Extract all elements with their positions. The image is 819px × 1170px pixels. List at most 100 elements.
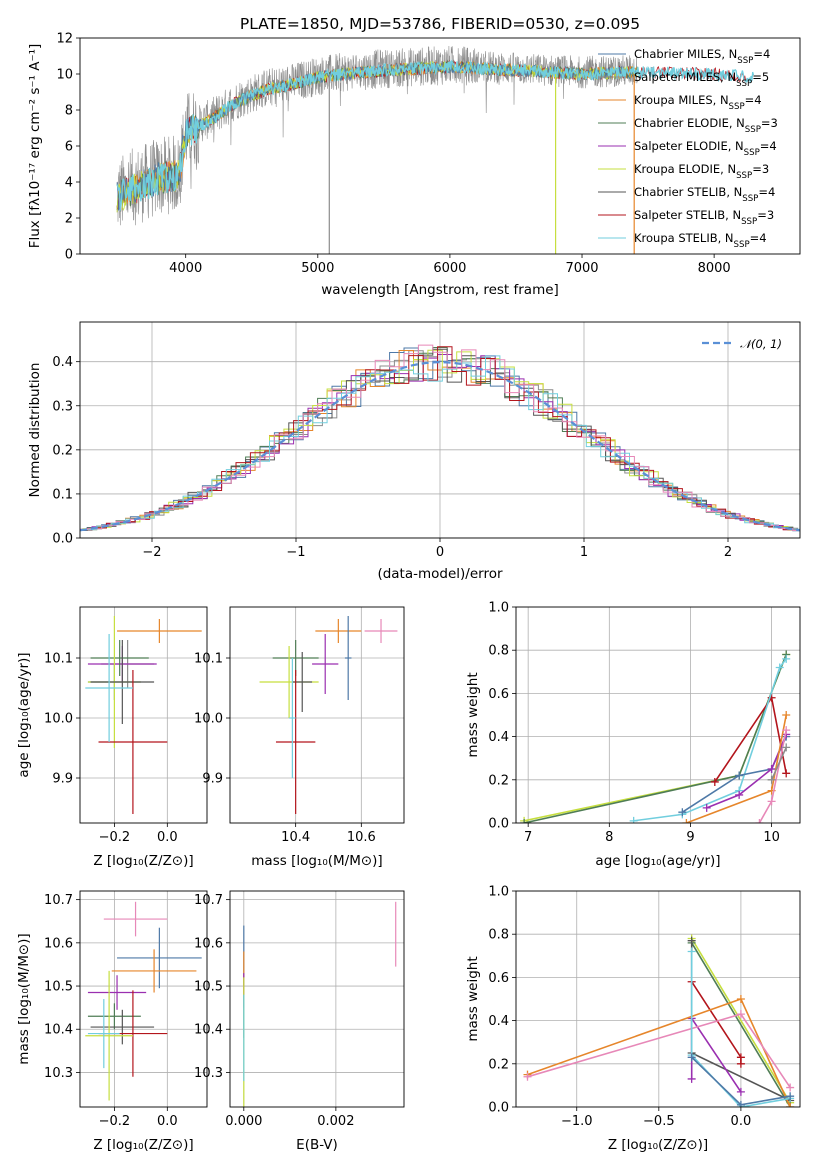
legend-entry: Kroupa ELODIE, NSSP=3 bbox=[634, 162, 769, 181]
weight-line bbox=[691, 981, 742, 1064]
x-axis-label: Z [log₁₀(Z/Z⊙)] bbox=[608, 1137, 708, 1153]
y-tick-label: 10.7 bbox=[44, 893, 73, 908]
weight-marker bbox=[767, 775, 776, 784]
y-tick-label: 0.4 bbox=[488, 1014, 509, 1029]
y-tick-label: 1.0 bbox=[488, 601, 509, 616]
legend-entry: Salpeter STELIB, NSSP=3 bbox=[634, 208, 774, 227]
x-tick-label: 10.4 bbox=[281, 830, 310, 845]
weight-marker bbox=[736, 1087, 745, 1096]
legend-entry: Chabrier MILES, NSSP=4 bbox=[634, 47, 770, 66]
x-tick-label: 0.0 bbox=[731, 1114, 752, 1129]
y-tick-label: 0.0 bbox=[488, 1101, 509, 1116]
weight-marker bbox=[687, 936, 696, 945]
panel-weight-vs-Z: −1.0 −0.5 0.0 0.0 0.2 0.4 0.6 0.8 1.0 Z [log₁₀(Z/… bbox=[465, 885, 801, 1153]
weight-marker bbox=[736, 1059, 745, 1068]
weight-line bbox=[770, 747, 787, 781]
y-axis-label: mass weight bbox=[465, 956, 481, 1041]
y-tick-label: 10.3 bbox=[44, 1066, 73, 1081]
weight-marker bbox=[710, 777, 719, 786]
y-tick-label: 0.0 bbox=[488, 817, 509, 832]
panel-spectrum: 4000 5000 6000 7000 8000 0 2 4 6 8 10 12 Chabrier MI… bbox=[27, 32, 801, 298]
axes-frame bbox=[229, 606, 405, 824]
y-tick-label: 0.3 bbox=[52, 399, 73, 414]
plot-area bbox=[516, 607, 800, 823]
weight-marker bbox=[775, 663, 784, 672]
axes-frame bbox=[229, 890, 405, 1108]
weight-marker bbox=[786, 1083, 795, 1092]
y-tick-label: 1.0 bbox=[488, 885, 509, 900]
plot-area bbox=[116, 45, 755, 254]
weight-marker bbox=[786, 1103, 795, 1107]
y-tick-label: 0.6 bbox=[488, 971, 509, 986]
panel-weight-vs-age: 7 8 9 10 0.0 0.2 0.4 0.6 0.8 1.0 age [log₁₀(age/yr… bbox=[465, 601, 801, 869]
weight-marker bbox=[687, 1053, 696, 1062]
weight-marker bbox=[678, 808, 687, 817]
panel-mass-vs-Z: −0.2 0.0 10.3 10.4 10.5 10.6 10.7 Z [log₁₀(Z/Z⊙… bbox=[16, 890, 208, 1153]
weight-marker bbox=[682, 819, 691, 823]
y-tick-label: 12 bbox=[56, 32, 73, 47]
y-tick-label: 10.6 bbox=[194, 936, 223, 951]
x-tick-label: −0.2 bbox=[99, 830, 131, 845]
legend-entry: 𝒩(0, 1) bbox=[740, 337, 782, 351]
y-tick-label: 10.1 bbox=[194, 652, 223, 667]
x-tick-label: 0 bbox=[436, 545, 444, 560]
y-tick-label: 0.6 bbox=[488, 687, 509, 702]
y-axis-label: age [log₁₀(age/yr)] bbox=[16, 652, 32, 777]
legend-entry: Chabrier ELODIE, NSSP=3 bbox=[634, 116, 778, 135]
x-tick-label: 4000 bbox=[169, 261, 202, 276]
weight-marker bbox=[782, 769, 791, 778]
plot-area bbox=[80, 607, 207, 823]
weight-marker bbox=[782, 743, 791, 752]
x-axis-label: (data-model)/error bbox=[377, 566, 503, 582]
y-tick-label: 0 bbox=[65, 248, 73, 263]
weight-marker bbox=[629, 816, 638, 823]
x-tick-label: −0.2 bbox=[99, 1114, 131, 1129]
weight-line bbox=[523, 654, 787, 822]
y-tick-label: 0.8 bbox=[488, 644, 509, 659]
y-tick-label: 6 bbox=[65, 140, 73, 155]
plot-area bbox=[230, 891, 404, 1107]
plot-area bbox=[230, 607, 404, 823]
x-tick-label: 7 bbox=[524, 830, 532, 845]
histogram-step bbox=[82, 355, 800, 531]
weight-line bbox=[691, 942, 791, 1107]
y-tick-label: 0.0 bbox=[52, 532, 73, 547]
x-tick-label: 9 bbox=[686, 830, 694, 845]
legend-entry: Salpeter ELODIE, NSSP=4 bbox=[634, 139, 777, 158]
plot-area bbox=[80, 891, 207, 1107]
x-tick-label: 10.6 bbox=[347, 830, 376, 845]
weight-line bbox=[633, 658, 787, 822]
weight-marker bbox=[736, 1100, 745, 1107]
axes-frame bbox=[515, 890, 801, 1108]
x-tick-label: 6000 bbox=[433, 261, 466, 276]
y-tick-label: 0.2 bbox=[488, 773, 509, 788]
x-axis-label: age [log₁₀(age/yr)] bbox=[595, 853, 720, 869]
x-axis-label: wavelength [Angstrom, rest frame] bbox=[321, 282, 559, 298]
y-tick-label: 0.8 bbox=[488, 928, 509, 943]
weight-marker bbox=[523, 1072, 532, 1081]
x-tick-label: −1.0 bbox=[561, 1114, 593, 1129]
x-tick-label: 0.0 bbox=[157, 830, 178, 845]
y-tick-label: 10 bbox=[56, 68, 73, 83]
y-tick-label: 10.7 bbox=[194, 893, 223, 908]
y-tick-label: 8 bbox=[65, 104, 73, 119]
legend-entry: Kroupa STELIB, NSSP=4 bbox=[634, 231, 767, 250]
y-tick-label: 4 bbox=[65, 176, 73, 191]
x-axis-label: Z [log₁₀(Z/Z⊙)] bbox=[93, 1137, 193, 1153]
histogram-step bbox=[80, 344, 800, 531]
histogram-step bbox=[80, 346, 800, 531]
y-tick-label: 2 bbox=[65, 212, 73, 227]
x-tick-label: 1 bbox=[580, 545, 588, 560]
weight-marker bbox=[767, 765, 776, 773]
y-tick-label: 10.3 bbox=[194, 1066, 223, 1081]
y-tick-label: 0.1 bbox=[52, 487, 73, 502]
y-axis-label: mass [log₁₀(M/M⊙)] bbox=[16, 933, 32, 1064]
histogram-step bbox=[82, 349, 800, 531]
weight-marker bbox=[735, 771, 744, 780]
weight-marker bbox=[736, 995, 745, 1003]
y-tick-label: 0.2 bbox=[488, 1057, 509, 1072]
x-axis-label: Z [log₁₀(Z/Z⊙)] bbox=[93, 853, 193, 869]
x-tick-label: 5000 bbox=[301, 261, 334, 276]
weight-marker bbox=[735, 790, 744, 799]
axes-frame bbox=[79, 890, 208, 1108]
